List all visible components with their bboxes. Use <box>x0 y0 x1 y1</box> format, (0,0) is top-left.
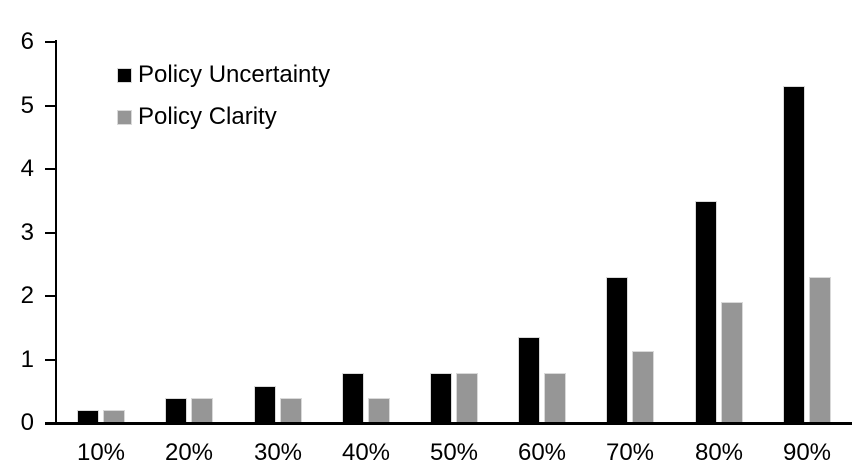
legend-swatch-policy-clarity <box>117 109 132 125</box>
bar-policy-uncertainty-80% <box>695 201 717 423</box>
y-axis-line <box>55 40 57 423</box>
bar-policy-clarity-50% <box>456 373 478 423</box>
bar-policy-uncertainty-60% <box>518 337 540 423</box>
x-tick-label-20%: 20% <box>164 439 214 466</box>
x-tick-label-10%: 10% <box>76 439 126 466</box>
y-tick-label-6: 6 <box>20 28 34 55</box>
y-tick-6 <box>45 41 57 43</box>
y-tick-3 <box>45 232 57 234</box>
x-tick-label-60%: 60% <box>517 439 567 466</box>
bar-policy-clarity-70% <box>632 351 654 423</box>
bar-policy-uncertainty-50% <box>430 373 452 423</box>
y-tick-4 <box>45 168 57 170</box>
bar-policy-clarity-20% <box>191 398 213 423</box>
bar-policy-clarity-80% <box>721 302 743 423</box>
x-axis-line <box>45 422 852 425</box>
legend-item-policy-uncertainty: Policy Uncertainty <box>117 60 330 90</box>
y-tick-2 <box>45 295 57 297</box>
y-tick-label-5: 5 <box>20 92 34 119</box>
y-tick-label-2: 2 <box>20 282 34 309</box>
legend: Policy Uncertainty Policy Clarity <box>117 60 330 144</box>
x-tick-label-90%: 90% <box>782 439 832 466</box>
bar-policy-uncertainty-70% <box>606 277 628 423</box>
y-tick-5 <box>45 105 57 107</box>
bar-policy-clarity-30% <box>280 398 302 423</box>
x-tick-label-70%: 70% <box>605 439 655 466</box>
bar-policy-uncertainty-40% <box>342 373 364 423</box>
bar-policy-clarity-90% <box>809 277 831 423</box>
x-tick-label-50%: 50% <box>429 439 479 466</box>
y-tick-label-0: 0 <box>20 409 34 436</box>
x-tick-label-80%: 80% <box>694 439 744 466</box>
bar-policy-uncertainty-90% <box>783 86 805 423</box>
y-tick-label-1: 1 <box>20 346 34 373</box>
y-tick-1 <box>45 359 57 361</box>
bar-policy-clarity-60% <box>544 373 566 423</box>
legend-label-policy-clarity: Policy Clarity <box>138 103 277 130</box>
legend-item-policy-clarity: Policy Clarity <box>117 102 330 132</box>
y-tick-label-4: 4 <box>20 155 34 182</box>
legend-label-policy-uncertainty: Policy Uncertainty <box>138 61 331 88</box>
legend-swatch-policy-uncertainty <box>117 67 132 83</box>
y-tick-label-3: 3 <box>20 219 34 246</box>
x-tick-label-30%: 30% <box>253 439 303 466</box>
bar-policy-uncertainty-20% <box>165 398 187 423</box>
bar-policy-uncertainty-30% <box>254 386 276 423</box>
x-tick-label-40%: 40% <box>341 439 391 466</box>
bar-policy-clarity-40% <box>368 398 390 423</box>
